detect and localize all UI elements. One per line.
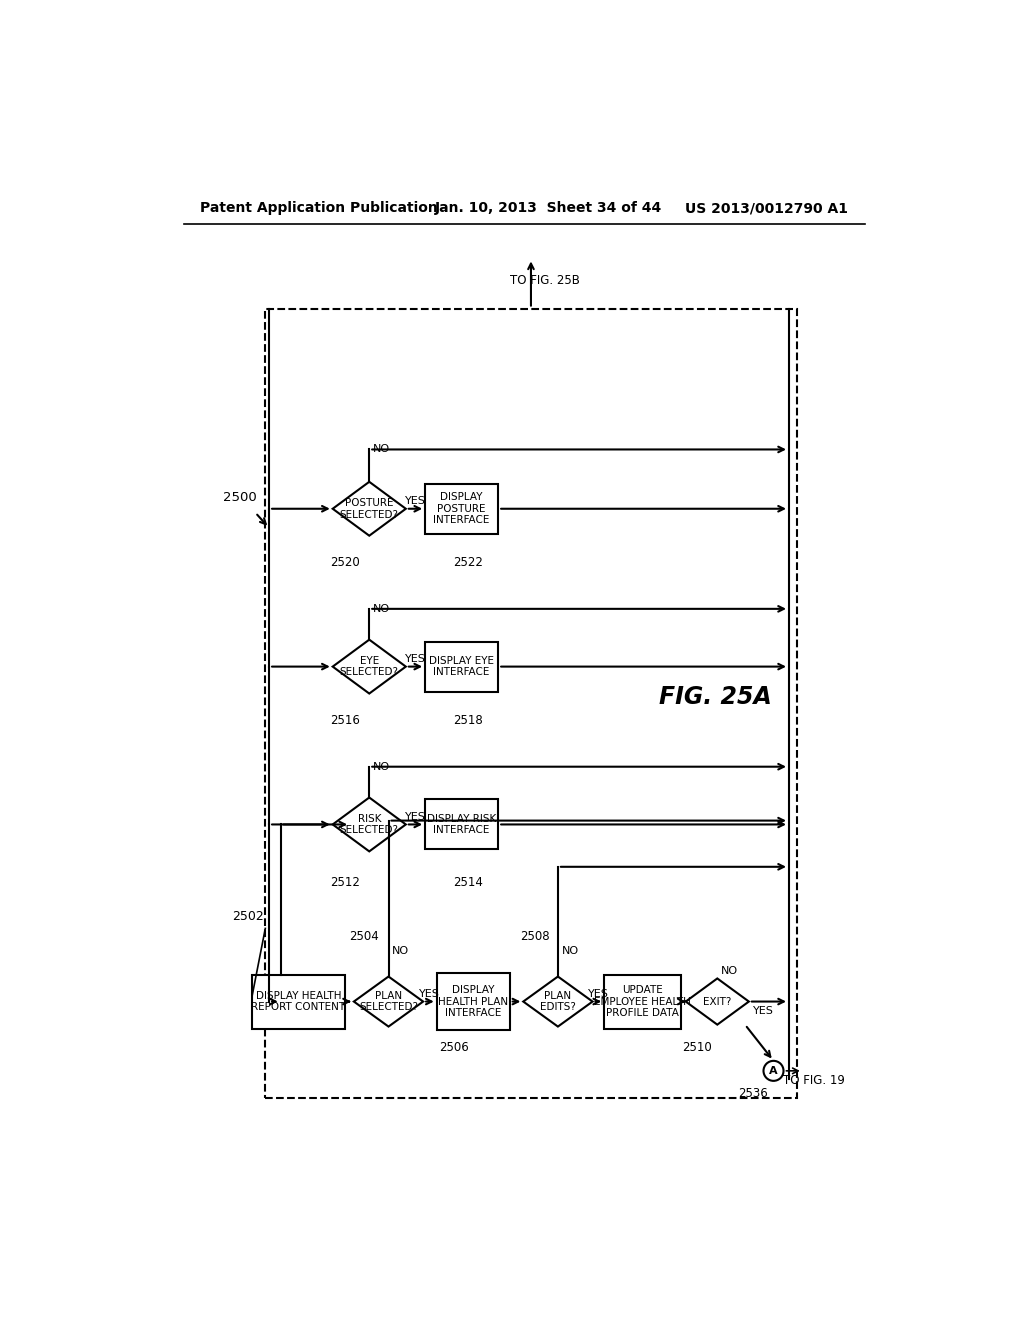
Text: UPDATE
EMPLOYEE HEALTH
PROFILE DATA: UPDATE EMPLOYEE HEALTH PROFILE DATA [594,985,691,1018]
Text: 2536: 2536 [738,1088,768,1101]
Text: 2510: 2510 [682,1041,712,1055]
Polygon shape [333,797,406,851]
Bar [425,800,499,850]
Text: US 2013/0012790 A1: US 2013/0012790 A1 [685,202,848,215]
Text: DISPLAY EYE
INTERFACE: DISPLAY EYE INTERFACE [429,656,495,677]
Text: YES: YES [588,989,609,999]
Text: A: A [769,1065,778,1076]
Text: 2516: 2516 [330,714,359,727]
Text: YES: YES [406,496,426,506]
Text: FIG. 25A: FIG. 25A [659,685,772,709]
Text: 2520: 2520 [330,556,359,569]
Text: 2502: 2502 [231,911,263,924]
Text: YES: YES [753,1006,773,1016]
Polygon shape [523,977,593,1027]
Text: Patent Application Publication: Patent Application Publication [200,202,437,215]
Text: POSTURE
SELECTED?: POSTURE SELECTED? [340,498,398,520]
Polygon shape [333,640,406,693]
Text: PLAN
EDITS?: PLAN EDITS? [540,991,575,1012]
Polygon shape [354,977,423,1027]
Text: TO FIG. 19: TO FIG. 19 [783,1073,845,1086]
Text: TO FIG. 25B: TO FIG. 25B [510,273,580,286]
Text: NO: NO [373,603,390,614]
Text: 2500: 2500 [223,491,257,504]
Text: 2506: 2506 [439,1041,469,1055]
Bar [265,309,797,1098]
Text: 2518: 2518 [453,714,482,727]
Text: 2508: 2508 [520,929,550,942]
Text: 2514: 2514 [453,875,482,888]
Text: NO: NO [373,445,390,454]
Text: NO: NO [373,762,390,772]
Text: DISPLAY HEALTH
REPORT CONTENT: DISPLAY HEALTH REPORT CONTENT [251,991,345,1012]
Polygon shape [686,978,749,1024]
Text: DISPLAY
POSTURE
INTERFACE: DISPLAY POSTURE INTERFACE [433,492,489,525]
Text: NO: NO [721,966,738,975]
Text: NO: NO [392,946,410,957]
Text: YES: YES [406,812,426,822]
Bar [604,974,681,1028]
Bar [436,973,510,1031]
Polygon shape [333,482,406,536]
Text: DISPLAY RISK
INTERFACE: DISPLAY RISK INTERFACE [427,813,497,836]
Text: YES: YES [420,989,440,999]
Text: RISK
SELECTED?: RISK SELECTED? [340,813,398,836]
Text: PLAN
SELECTED?: PLAN SELECTED? [359,991,418,1012]
Text: EYE
SELECTED?: EYE SELECTED? [340,656,398,677]
Bar [425,642,499,692]
Text: NO: NO [562,946,579,957]
Text: 2512: 2512 [330,875,359,888]
Text: 2504: 2504 [349,929,379,942]
Text: Jan. 10, 2013  Sheet 34 of 44: Jan. 10, 2013 Sheet 34 of 44 [435,202,662,215]
Text: DISPLAY
HEALTH PLAN
INTERFACE: DISPLAY HEALTH PLAN INTERFACE [438,985,508,1018]
Text: 2522: 2522 [453,556,482,569]
Bar [425,483,499,533]
Text: EXIT?: EXIT? [703,997,731,1007]
Bar [252,974,345,1028]
Text: YES: YES [406,653,426,664]
